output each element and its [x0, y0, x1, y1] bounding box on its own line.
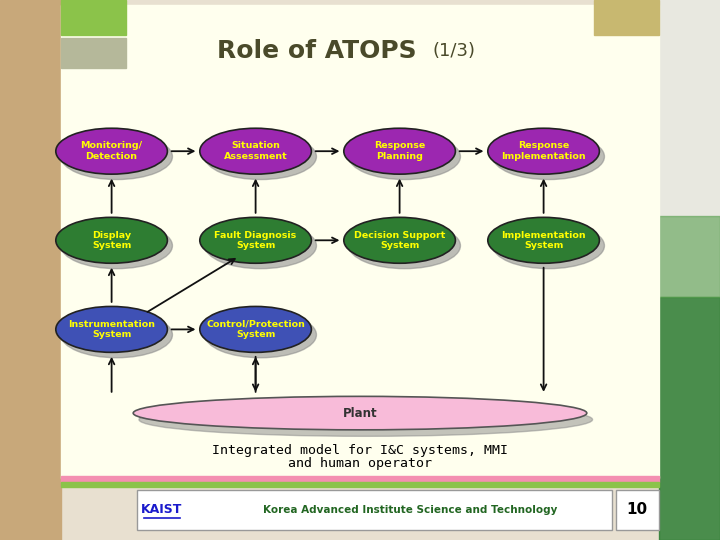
Text: (1/3): (1/3): [432, 42, 475, 60]
Ellipse shape: [60, 222, 173, 268]
Ellipse shape: [133, 396, 587, 430]
Ellipse shape: [56, 128, 167, 174]
Text: Role of ATOPS: Role of ATOPS: [217, 39, 417, 63]
Text: Instrumentation
System: Instrumentation System: [68, 320, 155, 339]
Bar: [659, 297, 720, 540]
Ellipse shape: [199, 306, 311, 353]
Bar: [659, 216, 720, 297]
Ellipse shape: [60, 312, 173, 357]
FancyBboxPatch shape: [616, 490, 659, 530]
Text: Integrated model for I&C systems, MMI: Integrated model for I&C systems, MMI: [212, 444, 508, 457]
Ellipse shape: [199, 217, 311, 263]
Ellipse shape: [349, 134, 461, 179]
Text: Fault Diagnosis
System: Fault Diagnosis System: [215, 231, 297, 250]
Text: Implementation
System: Implementation System: [501, 231, 586, 250]
Bar: [61, 482, 659, 487]
Text: Decision Support
System: Decision Support System: [354, 231, 445, 250]
Ellipse shape: [344, 128, 456, 174]
Ellipse shape: [56, 306, 167, 353]
Text: Monitoring/
Detection: Monitoring/ Detection: [81, 141, 143, 161]
Text: Display
System: Display System: [92, 231, 131, 250]
Ellipse shape: [492, 134, 604, 179]
Text: Response
Planning: Response Planning: [374, 141, 426, 161]
Bar: [0, 0, 61, 540]
Ellipse shape: [492, 222, 604, 268]
Text: Response
Implementation: Response Implementation: [501, 141, 586, 161]
Ellipse shape: [349, 222, 461, 268]
Text: Plant: Plant: [343, 407, 377, 420]
Bar: [594, 0, 659, 35]
Ellipse shape: [344, 217, 456, 263]
Ellipse shape: [199, 128, 311, 174]
Ellipse shape: [487, 128, 599, 174]
Bar: [61, 476, 659, 482]
Bar: [61, 0, 126, 35]
Text: Situation
Assessment: Situation Assessment: [224, 141, 287, 161]
Bar: [659, 0, 720, 540]
Text: Korea Advanced Institute Science and Technology: Korea Advanced Institute Science and Tec…: [264, 505, 557, 515]
Ellipse shape: [204, 312, 317, 357]
Ellipse shape: [487, 217, 599, 263]
FancyBboxPatch shape: [137, 490, 612, 530]
Text: and human operator: and human operator: [288, 457, 432, 470]
Bar: [61, 5, 659, 478]
Ellipse shape: [204, 222, 317, 268]
Ellipse shape: [60, 134, 173, 179]
Ellipse shape: [139, 403, 593, 436]
Text: KAIST: KAIST: [141, 503, 183, 516]
Ellipse shape: [56, 217, 167, 263]
Text: Control/Protection
System: Control/Protection System: [206, 320, 305, 339]
Ellipse shape: [204, 134, 317, 179]
Bar: [61, 38, 126, 68]
Text: 10: 10: [626, 502, 648, 517]
